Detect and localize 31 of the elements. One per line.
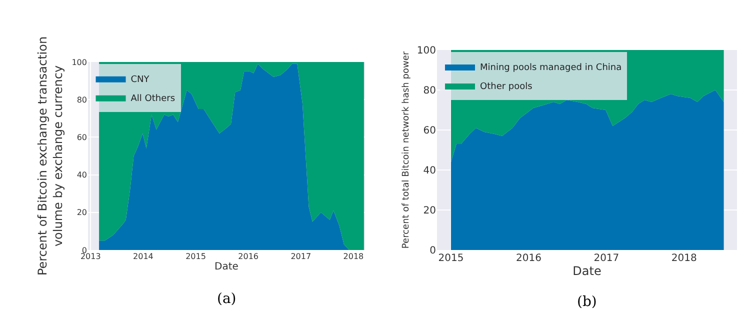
x-tick-label: 2017 xyxy=(594,253,620,264)
x-tick-label: 2015 xyxy=(186,252,206,261)
text: (b) xyxy=(577,294,597,310)
x-tick-label: 2018 xyxy=(671,253,697,264)
y-tick-label: 20 xyxy=(76,208,87,218)
x-tick-label: 2016 xyxy=(238,252,258,261)
text: (a) xyxy=(217,291,236,307)
x-axis-title: Date xyxy=(572,264,602,278)
y-tick-label: 80 xyxy=(423,86,436,96)
x-tick-label: 2018 xyxy=(343,252,364,261)
y-tick-label: 100 xyxy=(72,58,87,67)
legend-label: Mining pools managed in China xyxy=(480,63,622,74)
legend-label: Other pools xyxy=(480,82,533,92)
y-tick-label: 0 xyxy=(430,246,436,256)
x-tick-label: 2015 xyxy=(438,253,464,264)
legend-label: All Others xyxy=(130,94,176,104)
x-tick-label: 2014 xyxy=(133,252,154,261)
y-tick-label: 80 xyxy=(76,95,87,104)
x-tick-label: 2016 xyxy=(516,253,542,264)
x-axis-title: Date xyxy=(214,262,238,272)
y-axis-title: Percent of total Bitcoin network hash power xyxy=(401,51,412,249)
y-axis-title: Percent of Bitcoin exchange transaction volume by exchange currency xyxy=(35,36,66,276)
y-tick-label: 40 xyxy=(423,166,436,176)
y-tick-label: 100 xyxy=(416,46,436,56)
y-tick-label: 20 xyxy=(423,206,436,216)
x-tick-label: 2017 xyxy=(290,252,312,261)
legend-label: CNY xyxy=(130,74,150,85)
y-tick-label: 60 xyxy=(423,126,436,136)
x-tick-label: 2013 xyxy=(80,252,101,261)
y-tick-label: 60 xyxy=(76,133,87,142)
y-tick-label: 40 xyxy=(76,170,87,180)
